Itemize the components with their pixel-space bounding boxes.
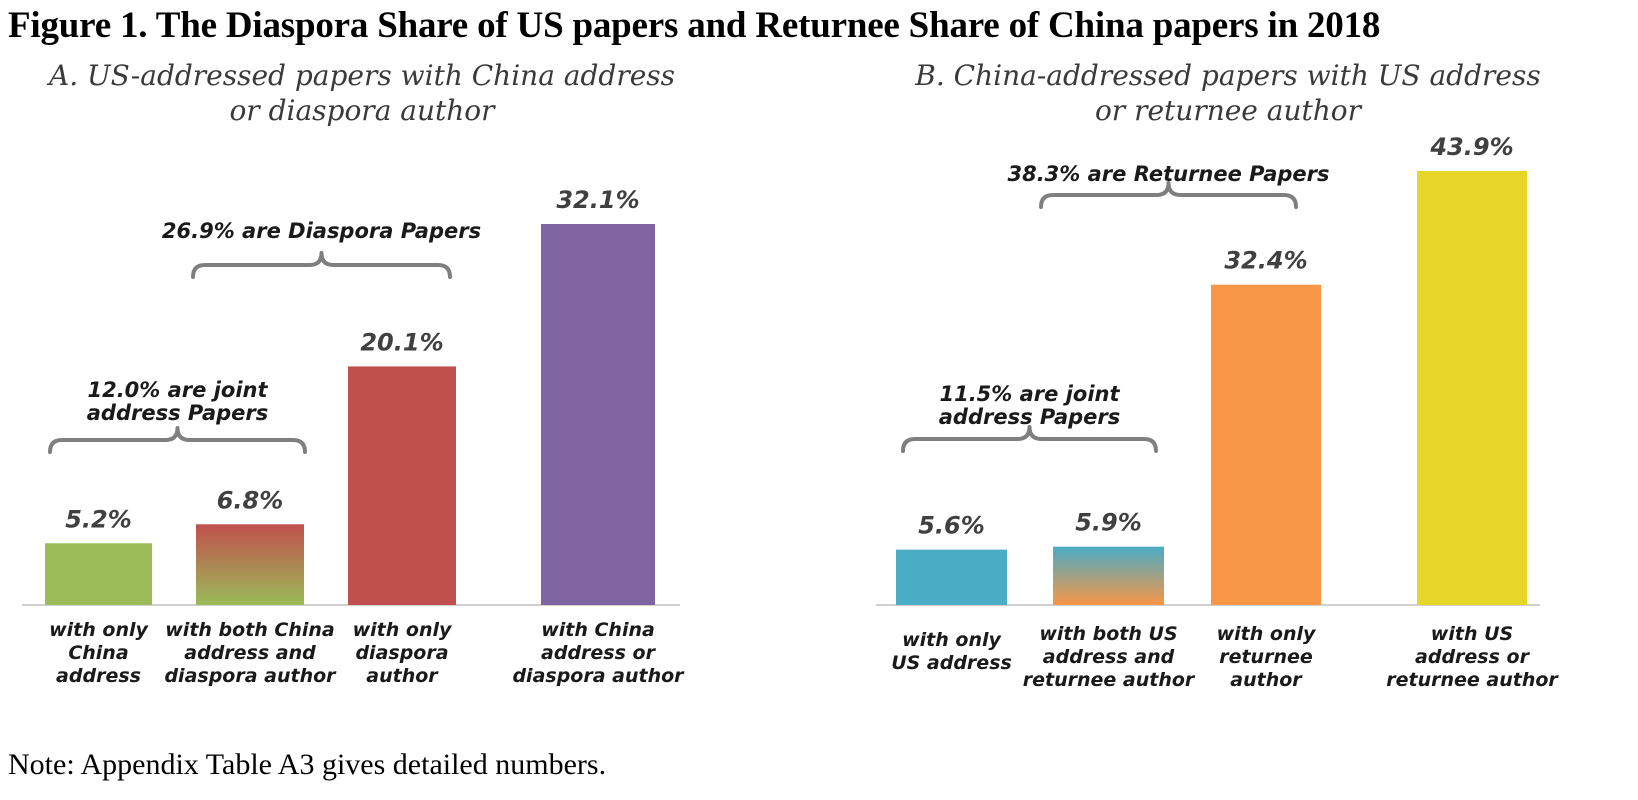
chart-a-bar-3	[348, 366, 456, 605]
figure-title: Figure 1. The Diaspora Share of US paper…	[8, 5, 1381, 46]
chart-b-category-label-2-line-2: address and	[1043, 646, 1175, 668]
chart-b-category-label-3-line-2: returnee	[1219, 646, 1313, 668]
chart-a-title-line-2: or diaspora author	[229, 94, 496, 127]
chart-b-category-label-3-line-3: author	[1230, 669, 1303, 691]
chart-panel-b: B. China-addressed papers with US addres…	[876, 59, 1559, 691]
chart-a-category-label-4-line-3: diaspora author	[512, 665, 685, 687]
chart-a-title-line-1: A. US-addressed papers with China addres…	[46, 59, 675, 92]
chart-a-category-label-1-line-3: address	[56, 665, 141, 687]
chart-b-category-label-2-line-3: returnee author	[1023, 669, 1196, 691]
chart-b-bar-1	[896, 549, 1007, 605]
chart-a-bracket-1	[48, 426, 307, 454]
chart-panel-a: A. US-addressed papers with China addres…	[22, 59, 685, 687]
chart-a-bracket-2	[191, 251, 452, 279]
chart-b-value-label-1: 5.6%	[918, 512, 985, 540]
chart-b-category-label-2-line-1: with both US	[1039, 623, 1177, 645]
chart-b-category-label-4-line-1: with US	[1431, 623, 1513, 645]
chart-a-value-label-1: 5.2%	[65, 505, 132, 533]
chart-a-category-label-2-line-2: address and	[184, 642, 316, 664]
chart-a-category-label-3-line-3: author	[366, 665, 439, 687]
chart-b-bracket-1	[901, 425, 1158, 453]
chart-a-bar-4	[541, 224, 655, 605]
chart-b-bar-3	[1211, 284, 1321, 605]
chart-a-bracket-label-1-line-2: address Papers	[87, 401, 269, 425]
chart-b-category-label-3-line-1: with only	[1217, 623, 1317, 645]
chart-b-category-label-4-line-3: returnee author	[1386, 669, 1559, 691]
chart-a-category-label-1-line-1: with only	[49, 619, 149, 641]
figure-note: Note: Appendix Table A3 gives detailed n…	[8, 748, 607, 781]
chart-a-category-label-4-line-2: address or	[541, 642, 657, 664]
chart-b-value-label-4: 43.9%	[1429, 133, 1513, 161]
chart-a-value-label-3: 20.1%	[360, 328, 443, 356]
chart-a-category-label-2-line-1: with both China	[165, 619, 335, 641]
chart-a-bracket-label-2-line-1: 26.9% are Diaspora Papers	[162, 219, 481, 243]
chart-b-title-line-2: or returnee author	[1095, 94, 1363, 127]
chart-b-category-label-4-line-2: address or	[1415, 646, 1531, 668]
chart-a-category-label-3-line-1: with only	[353, 619, 453, 641]
chart-b-bar-4	[1417, 171, 1527, 605]
chart-b-category-label-1-line-1: with only	[902, 629, 1002, 651]
chart-a-category-label-4-line-1: with China	[541, 619, 655, 641]
chart-a-value-label-4: 32.1%	[556, 186, 639, 214]
chart-b-value-label-2: 5.9%	[1075, 509, 1142, 537]
chart-a-category-label-1-line-2: China	[68, 642, 128, 664]
chart-b-bracket-label-1-line-2: address Papers	[939, 405, 1121, 429]
chart-b-value-label-3: 32.4%	[1224, 247, 1307, 275]
chart-b-category-label-1-line-2: US address	[891, 652, 1012, 674]
chart-b-bracket-label-2-line-1: 38.3% are Returnee Papers	[1007, 162, 1329, 186]
chart-a-value-label-2: 6.8%	[217, 486, 284, 514]
chart-a-category-label-3-line-2: diaspora	[355, 642, 448, 664]
chart-a-bar-1	[45, 543, 152, 605]
chart-a-bar-2	[196, 524, 304, 605]
chart-b-bracket-label-1-line-1: 11.5% are joint	[939, 382, 1120, 406]
chart-b-bar-2	[1053, 546, 1164, 605]
chart-b-bracket-2	[1039, 181, 1298, 209]
chart-a-bracket-label-1-line-1: 12.0% are joint	[87, 378, 268, 402]
chart-a-category-label-2-line-3: diaspora author	[164, 665, 337, 687]
chart-b-title-line-1: B. China-addressed papers with US addres…	[914, 59, 1540, 92]
